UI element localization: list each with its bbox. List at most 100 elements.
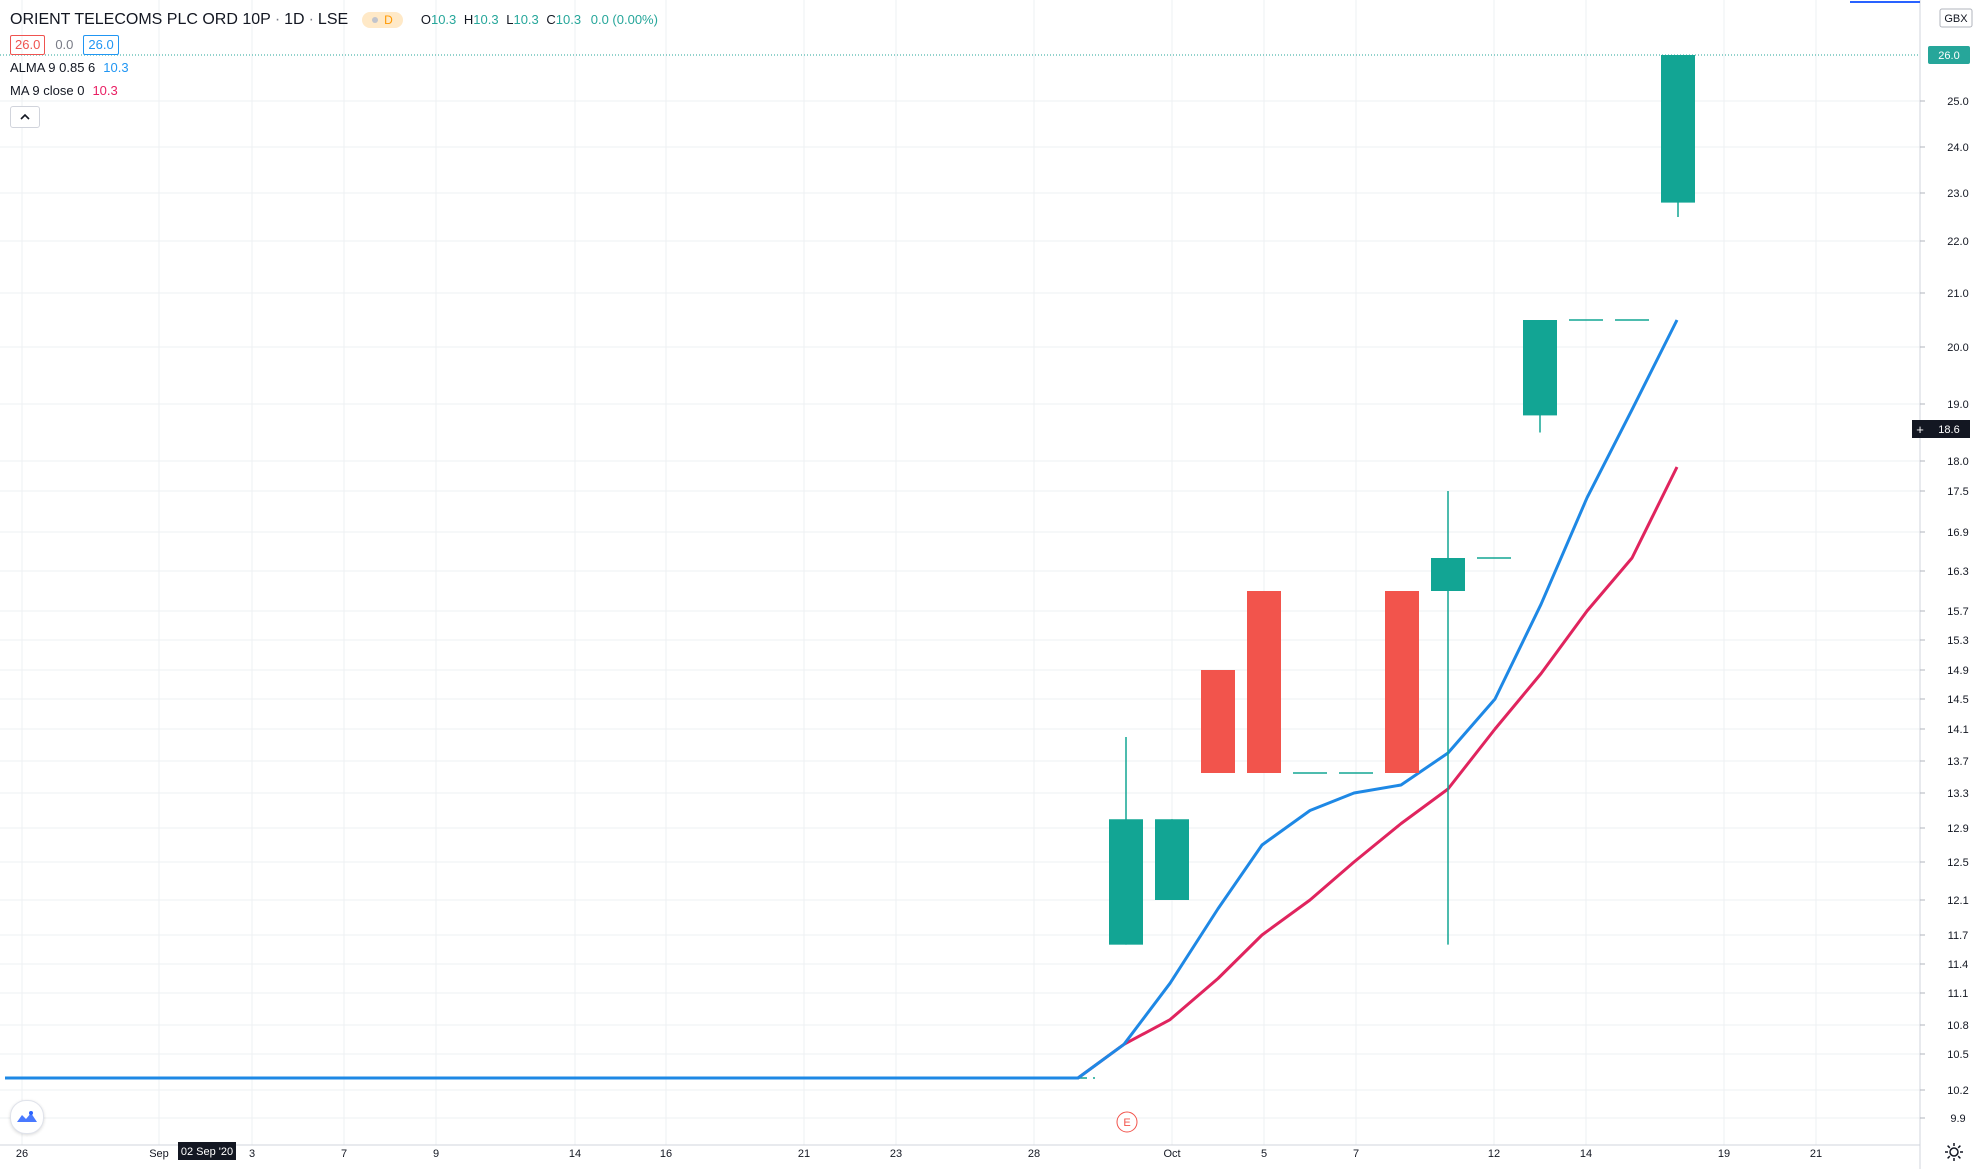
time-tick-label: Oct [1163, 1148, 1180, 1160]
candle-body [1431, 558, 1465, 591]
collapse-legend-button[interactable] [10, 106, 40, 128]
crosshair-plus-icon: + [1916, 422, 1924, 437]
price-tick-label: 11.7 [1948, 930, 1969, 942]
ma-indicator-name: MA 9 close 0 [10, 83, 85, 98]
price-axis-labels: 9.9 10.2 10.5 10.8 11.1 11.4 11.7 12.1 12.5 12.9 1… [1920, 96, 1969, 1125]
time-tick-label: 19 [1718, 1148, 1730, 1160]
price-tick-label: 19.0 [1947, 399, 1968, 411]
logo-mark [17, 1111, 37, 1122]
high-value: 10.3 [473, 12, 499, 27]
open-value: 10.3 [430, 12, 457, 27]
candles [1109, 55, 1695, 945]
low-label: L [506, 12, 514, 27]
price-tick-label: 12.9 [1947, 823, 1968, 835]
price-tick-label: 21.0 [1947, 288, 1968, 300]
time-tick-label: 21 [1810, 1148, 1822, 1160]
price-tick-label: 16.9 [1947, 527, 1968, 539]
session-badge[interactable]: D [362, 11, 403, 28]
time-tick-label: 9 [433, 1148, 439, 1160]
crosshair-plus-badge [1912, 420, 1928, 438]
price-tick-label: 25.0 [1947, 96, 1968, 108]
time-tick-label: 14 [1580, 1148, 1592, 1160]
candle-body [1385, 591, 1419, 773]
time-tick-label: 26 [16, 1148, 28, 1160]
price-tick-label: 16.3 [1947, 566, 1968, 578]
crosshair-date-badge [178, 1142, 236, 1160]
alma-indicator[interactable]: ALMA 9 0.85 6 10.3 [10, 56, 658, 79]
symbol-row: ORIENT TELECOMS PLC ORD 10P · 1D · LSE D… [10, 8, 658, 31]
chevron-up-icon [20, 113, 30, 120]
exchange-label: LSE [317, 10, 349, 28]
alma-indicator-value: 10.3 [103, 60, 129, 75]
ma-indicator-value: 10.3 [92, 83, 118, 98]
price-tick-label: 15.7 [1947, 606, 1968, 618]
ohlc-values: O10.3 H10.3 L10.3 C10.3 0.0 (0.00%) [417, 12, 658, 27]
price-tick-label: 20.0 [1947, 342, 1968, 354]
alma-indicator-name: ALMA 9 0.85 6 [10, 60, 96, 75]
candle-body [1247, 591, 1281, 773]
tradingview-logo-icon[interactable] [10, 1100, 44, 1134]
time-tick-label: 28 [1028, 1148, 1040, 1160]
chart-legend: ORIENT TELECOMS PLC ORD 10P · 1D · LSE D… [10, 8, 658, 128]
time-tick-label: 23 [890, 1148, 902, 1160]
candle-body [1661, 55, 1695, 203]
price-tick-label: 15.3 [1947, 635, 1968, 647]
symbol-name[interactable]: ORIENT TELECOMS PLC ORD 10P [10, 10, 271, 28]
time-tick-label: 5 [1261, 1148, 1267, 1160]
price-tick-label: 14.9 [1947, 665, 1968, 677]
spread-value: 0.0 [55, 37, 74, 52]
candle [1385, 591, 1419, 773]
price-tick-label: 9.9 [1950, 1113, 1965, 1125]
sell-button[interactable]: 26.0 [10, 34, 46, 55]
crosshair-price-label: 18.6 [1938, 424, 1959, 436]
price-tick-label: 14.5 [1947, 694, 1968, 706]
price-tick-label: 13.7 [1947, 756, 1968, 768]
price-tick-label: 11.4 [1948, 959, 1969, 971]
candle [1661, 55, 1695, 217]
trade-row: 26.0 0.0 26.0 [10, 33, 658, 56]
price-tick-label: 10.8 [1947, 1020, 1968, 1032]
time-tick-label: Sep [149, 1148, 169, 1160]
candle [1523, 320, 1557, 433]
time-tick-label: 7 [1353, 1148, 1359, 1160]
time-tick-label: 21 [798, 1148, 810, 1160]
time-tick-label: 7 [341, 1148, 347, 1160]
gear-icon[interactable] [1942, 1140, 1966, 1164]
crosshair-price-badge [1928, 420, 1970, 438]
change-value: 0.0 (0.00%) [590, 12, 658, 27]
earnings-marker-label: E [1123, 1117, 1130, 1129]
price-tick-label: 22.0 [1947, 236, 1968, 248]
alma-line [5, 319, 1679, 1080]
earnings-marker-icon [1116, 1111, 1138, 1133]
open-label: O [420, 12, 431, 27]
session-badge-label: D [384, 12, 393, 27]
ma-line [5, 466, 1679, 1080]
price-tick-label: 18.0 [1947, 456, 1968, 468]
ma-indicator[interactable]: MA 9 close 0 10.3 [10, 79, 658, 102]
time-axis-labels: 26 Sep 3 7 9 14 16 21 23 28 Oct 5 7 12 14 19 21 [16, 1148, 1822, 1160]
price-tick-label: 12.5 [1947, 857, 1968, 869]
candle-body [1155, 819, 1189, 900]
interval-label[interactable]: 1D [284, 10, 305, 28]
separator: · [308, 10, 314, 28]
candle [1431, 491, 1465, 945]
price-tick-label: 12.1 [1947, 895, 1968, 907]
price-tick-label: 23.0 [1947, 188, 1968, 200]
candle-body [1201, 670, 1235, 773]
price-tick-label: 24.0 [1947, 142, 1968, 154]
price-tick-label: 11.1 [1948, 988, 1969, 1000]
crosshair-date-label: 02 Sep '20 [181, 1146, 233, 1158]
candle [1201, 670, 1235, 773]
time-tick-label: 3 [249, 1148, 255, 1160]
separator: · [274, 10, 281, 28]
low-value: 10.3 [513, 12, 539, 27]
close-label: C [546, 12, 556, 27]
status-dot-icon [372, 17, 379, 24]
candle [1109, 737, 1143, 945]
candle [1155, 819, 1189, 900]
price-tick-label: 10.5 [1947, 1049, 1968, 1061]
buy-button[interactable]: 26.0 [83, 34, 119, 55]
